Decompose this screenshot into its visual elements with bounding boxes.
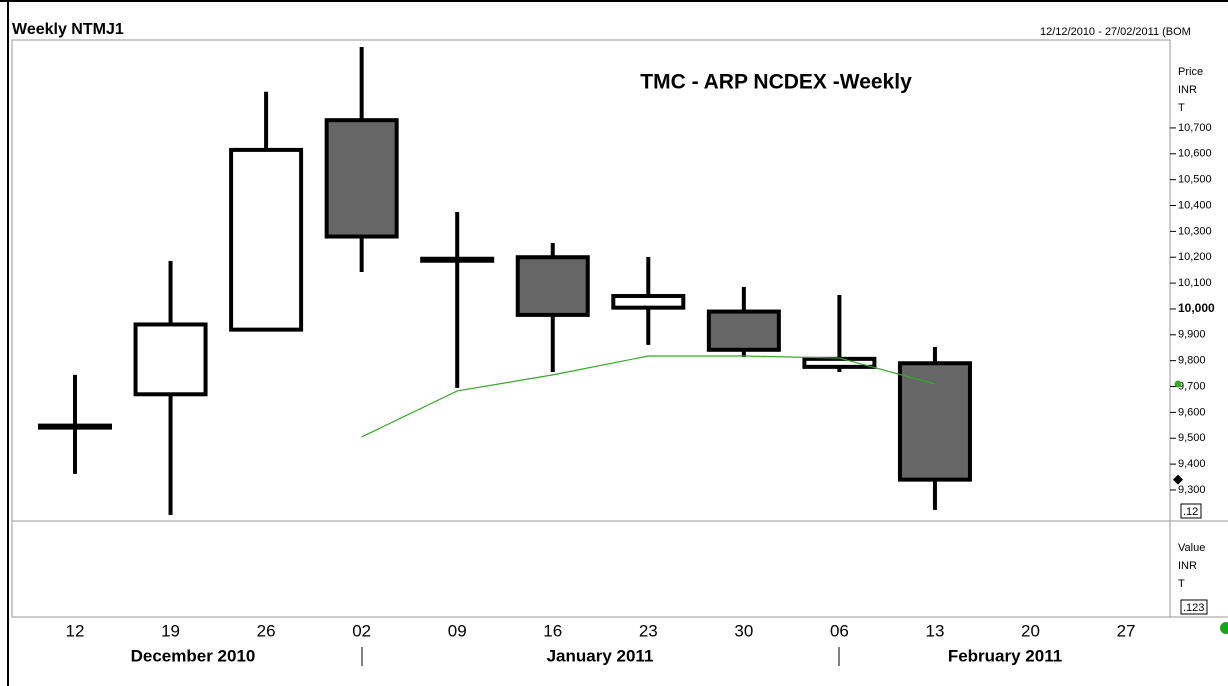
date-range: 12/12/2010 - 27/02/2011 (BOM	[1040, 26, 1191, 38]
x-tick-label: 09	[448, 621, 467, 640]
candle-body	[611, 294, 686, 310]
x-tick-label: 13	[925, 621, 944, 640]
chart-title: TMC - ARP NCDEX -Weekly	[640, 71, 912, 94]
y-tick-label: 9,700	[1178, 380, 1206, 392]
y-tick-label: 9,900	[1178, 329, 1206, 341]
axis-label: INR	[1178, 84, 1197, 96]
candle-body	[802, 356, 877, 369]
axis-label: T	[1178, 102, 1185, 114]
scale-box	[1180, 503, 1202, 519]
x-tick-label: 27	[1117, 621, 1136, 640]
candle-body	[897, 361, 972, 482]
x-tick-label: 30	[734, 621, 753, 640]
y-tick-label: 10,500	[1178, 174, 1212, 186]
moving-average	[361, 355, 936, 438]
y-tick-label: 9,800	[1178, 355, 1206, 367]
y-tick-label: 10,100	[1178, 277, 1212, 289]
y-tick-label: 9,300	[1178, 484, 1206, 496]
x-tick-label: 12	[66, 621, 85, 640]
x-tick-label: 02	[352, 621, 371, 640]
month-label: February 2011	[948, 646, 1062, 665]
y-tick-label: 10,000	[1178, 301, 1215, 315]
candle-body	[229, 147, 304, 332]
candle-body	[515, 255, 590, 317]
month-label: January 2011	[547, 646, 654, 665]
axis-label: Value	[1178, 542, 1205, 554]
scale-box	[1180, 599, 1208, 615]
window-title: Weekly NTMJ1	[12, 21, 124, 38]
y-tick-label: 10,300	[1178, 225, 1212, 237]
x-tick-label: 16	[543, 621, 562, 640]
last-value-marker	[1174, 380, 1182, 388]
x-tick-label: 26	[257, 621, 276, 640]
y-tick-label: 9,600	[1178, 406, 1206, 418]
x-tick-label: 23	[639, 621, 658, 640]
y-tick-label: 9,500	[1178, 432, 1206, 444]
candle-body	[324, 118, 399, 239]
month-label: December 2010	[131, 646, 256, 665]
axis-label: T	[1178, 578, 1185, 590]
y-tick-label: 10,700	[1178, 122, 1212, 134]
candle-body	[133, 322, 208, 397]
scale-box-label: .12	[1183, 506, 1198, 518]
x-tick-label: 06	[830, 621, 849, 640]
axis-label: Price	[1178, 66, 1203, 78]
x-tick-label: 19	[161, 621, 180, 640]
y-tick-label: 9,400	[1178, 458, 1206, 470]
last-close-marker	[1173, 474, 1183, 485]
indicator-dot	[1220, 622, 1228, 634]
y-tick-label: 10,400	[1178, 199, 1212, 211]
axis-label: INR	[1178, 560, 1197, 572]
y-tick-label: 10,200	[1178, 251, 1212, 263]
x-tick-label: 20	[1021, 621, 1040, 640]
candle-body	[706, 309, 781, 352]
y-tick-label: 10,600	[1178, 148, 1212, 160]
scale-box-label: .123	[1183, 602, 1204, 614]
